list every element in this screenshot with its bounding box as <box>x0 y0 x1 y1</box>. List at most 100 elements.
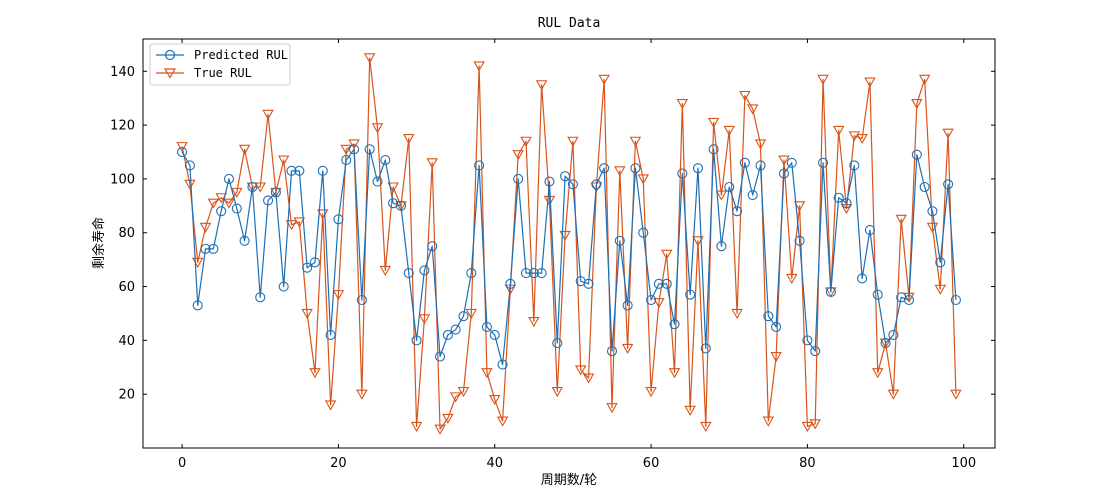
data-point <box>637 174 649 185</box>
y-tick-label: 40 <box>118 334 135 349</box>
data-point <box>802 335 813 346</box>
data-point <box>762 416 775 427</box>
data-point <box>332 290 345 301</box>
data-point <box>262 109 274 120</box>
data-point <box>660 249 673 260</box>
x-tick-label: 40 <box>486 456 503 471</box>
data-point <box>731 308 743 320</box>
data-point <box>513 173 524 184</box>
data-point <box>208 243 219 254</box>
x-tick-label: 80 <box>799 456 816 471</box>
data-point <box>231 187 243 198</box>
data-point <box>231 203 242 214</box>
data-point <box>200 243 211 254</box>
data-point <box>379 265 392 277</box>
series-predicted-rul <box>177 144 961 370</box>
data-point <box>895 214 907 225</box>
data-point <box>653 278 664 289</box>
data-point <box>426 158 438 169</box>
data-point <box>849 160 860 171</box>
y-tick-label: 100 <box>110 172 135 187</box>
data-point <box>285 220 298 231</box>
data-point <box>474 160 485 171</box>
data-point <box>333 214 344 225</box>
data-point <box>551 386 564 398</box>
data-point <box>520 268 532 279</box>
data-point <box>653 298 665 309</box>
data-point <box>567 179 578 190</box>
data-point <box>864 77 876 88</box>
x-axis-title: 周期数/轮 <box>541 473 597 488</box>
data-point <box>606 403 618 414</box>
data-point <box>371 123 384 134</box>
data-point <box>661 278 672 289</box>
data-point <box>700 343 711 354</box>
data-point <box>918 74 931 85</box>
data-point <box>286 165 297 176</box>
data-point <box>832 125 845 137</box>
data-point <box>746 104 759 115</box>
legend-label-predicted: Predicted RUL <box>194 48 288 62</box>
series-line <box>181 57 957 430</box>
y-axis-title: 剩余寿命 <box>91 217 107 269</box>
data-point <box>270 187 281 198</box>
data-point <box>793 201 806 212</box>
data-point <box>177 146 188 158</box>
data-point <box>403 268 414 279</box>
data-point <box>395 200 406 211</box>
x-tick-label: 20 <box>330 456 347 471</box>
data-point <box>786 157 797 168</box>
data-point <box>747 190 758 201</box>
data-point <box>614 166 626 177</box>
data-point <box>692 163 704 174</box>
data-point <box>505 278 516 289</box>
y-tick-label: 20 <box>118 388 135 403</box>
data-point <box>192 300 203 311</box>
data-point <box>934 284 947 295</box>
data-point <box>356 294 367 306</box>
data-point <box>489 395 501 406</box>
data-point <box>544 176 555 187</box>
y-tick-label: 140 <box>110 65 135 80</box>
data-point <box>840 203 853 215</box>
data-point <box>692 236 704 247</box>
data-point <box>434 351 446 362</box>
legend-marker-true <box>163 68 177 79</box>
data-point <box>801 421 814 433</box>
data-point <box>458 311 469 322</box>
data-point <box>856 134 868 145</box>
data-point <box>817 74 829 85</box>
data-point <box>716 241 727 252</box>
data-point <box>599 163 610 174</box>
legend-label-true: True RUL <box>194 66 252 80</box>
data-point <box>763 311 774 322</box>
data-point <box>465 308 478 320</box>
data-point <box>715 190 728 201</box>
data-point <box>223 198 235 209</box>
data-point <box>927 206 938 217</box>
series-true-rul <box>176 53 962 435</box>
data-point <box>841 198 852 209</box>
data-point <box>872 289 883 300</box>
data-point <box>707 117 720 129</box>
data-point <box>340 144 352 155</box>
data-point <box>427 241 438 252</box>
data-point <box>598 74 610 85</box>
y-tick-label: 120 <box>110 119 135 134</box>
data-point <box>778 168 790 179</box>
data-point <box>325 329 336 341</box>
data-point <box>739 90 751 102</box>
data-point <box>184 179 196 190</box>
data-point <box>864 224 875 236</box>
data-point <box>888 329 899 341</box>
data-point <box>668 368 681 379</box>
data-point <box>606 346 618 357</box>
data-point <box>629 136 642 147</box>
data-point <box>410 421 423 433</box>
data-point <box>457 386 470 398</box>
x-tick-label: 100 <box>951 456 976 471</box>
data-point <box>442 413 454 425</box>
data-point <box>348 139 360 150</box>
data-point <box>685 289 696 300</box>
